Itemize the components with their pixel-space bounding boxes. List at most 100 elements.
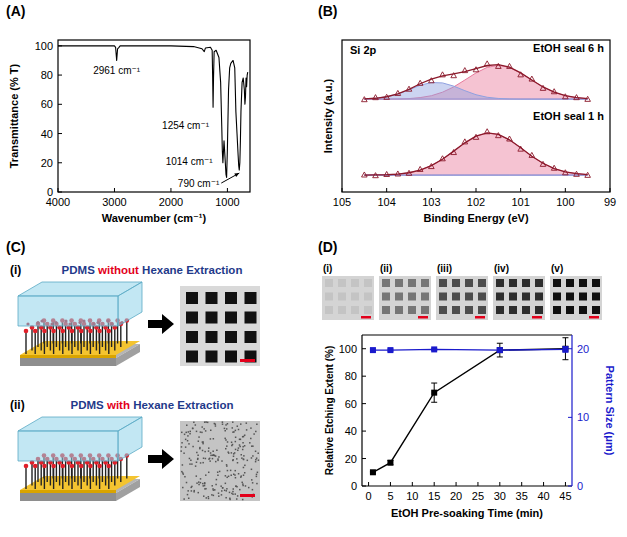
y2-tick bbox=[568, 486, 572, 487]
image-speckle bbox=[184, 476, 186, 478]
sam-chain bbox=[37, 460, 38, 482]
image-speckle bbox=[202, 441, 204, 443]
image-speckle bbox=[251, 479, 253, 481]
data-point bbox=[562, 346, 568, 352]
data-point bbox=[451, 150, 457, 155]
pattern-square bbox=[592, 293, 600, 301]
pattern-square bbox=[579, 279, 587, 287]
image-speckle bbox=[232, 460, 234, 462]
sam-chain bbox=[92, 325, 93, 347]
sam-chain bbox=[44, 332, 45, 354]
image-background bbox=[180, 421, 260, 501]
image-speckle bbox=[226, 488, 228, 490]
error-bar bbox=[562, 338, 568, 360]
data-point bbox=[473, 134, 479, 139]
pattern-square bbox=[509, 279, 517, 287]
image-speckle bbox=[189, 463, 191, 465]
image-speckle bbox=[243, 458, 245, 460]
x-tick-label: 25 bbox=[472, 490, 484, 502]
image-speckle bbox=[217, 475, 219, 477]
image-label: (ii) bbox=[380, 263, 392, 274]
data-point bbox=[496, 63, 502, 68]
y-tick-label: 0 bbox=[47, 186, 53, 198]
title-part: PDMS bbox=[71, 399, 107, 411]
y-axis-title: Intensity (a.u.) bbox=[322, 78, 334, 153]
sam-head bbox=[51, 329, 56, 334]
image-speckle bbox=[227, 423, 229, 425]
pattern-square bbox=[325, 306, 333, 314]
image-speckle bbox=[252, 455, 254, 457]
sam-head bbox=[33, 464, 38, 469]
sam-head bbox=[24, 464, 29, 469]
data-point bbox=[563, 170, 569, 175]
data-point bbox=[496, 133, 502, 138]
sam-chain bbox=[44, 467, 45, 489]
sam-head bbox=[70, 464, 75, 469]
y-tick bbox=[58, 75, 62, 76]
image-speckle bbox=[221, 460, 223, 462]
data-point bbox=[540, 85, 546, 90]
sam-chain bbox=[62, 332, 63, 354]
image-speckle bbox=[243, 474, 245, 476]
pattern-square bbox=[364, 279, 372, 287]
y-tick-label: 60 bbox=[41, 98, 53, 110]
title-part: with bbox=[106, 399, 130, 411]
process-arrow bbox=[148, 449, 174, 469]
image-speckle bbox=[215, 484, 217, 486]
image-label: (v) bbox=[551, 263, 563, 274]
image-speckle bbox=[206, 497, 208, 499]
pattern-square bbox=[439, 306, 447, 314]
image-speckle bbox=[240, 475, 242, 477]
image-speckle bbox=[212, 458, 214, 460]
pattern-square bbox=[439, 293, 447, 301]
y-tick bbox=[362, 431, 366, 432]
x-tick bbox=[390, 482, 391, 486]
image-speckle bbox=[235, 430, 237, 432]
sam-chain bbox=[102, 325, 103, 347]
x-tick bbox=[476, 188, 477, 192]
image-speckle bbox=[208, 450, 210, 452]
pattern-square bbox=[496, 293, 504, 301]
sam-chain bbox=[37, 325, 38, 347]
image-speckle bbox=[242, 485, 244, 487]
y-tick bbox=[362, 376, 366, 377]
image-speckle bbox=[198, 492, 200, 494]
image-speckle bbox=[198, 436, 200, 438]
y-axis-title: Transmittance (% T) bbox=[8, 63, 20, 168]
image-speckle bbox=[246, 429, 248, 431]
pattern-square bbox=[206, 331, 218, 343]
fit-envelope bbox=[364, 65, 587, 99]
sam-chain bbox=[77, 464, 78, 486]
x-tick-label: 104 bbox=[377, 196, 395, 208]
plot-frame bbox=[58, 40, 250, 192]
image-speckle bbox=[193, 422, 195, 424]
error-bar bbox=[497, 343, 503, 357]
error-bar bbox=[387, 461, 393, 465]
sam-head bbox=[97, 329, 102, 334]
image-speckle bbox=[205, 421, 207, 423]
y-tick bbox=[58, 192, 62, 193]
pattern-square bbox=[509, 306, 517, 314]
sam-chain bbox=[59, 464, 60, 486]
image-speckle bbox=[189, 433, 191, 435]
fit-component bbox=[364, 175, 587, 176]
pattern-square bbox=[351, 293, 359, 301]
image-speckle bbox=[235, 477, 237, 479]
y-tick-label: 40 bbox=[41, 128, 53, 140]
image-speckle bbox=[237, 495, 239, 497]
x-tick bbox=[412, 482, 413, 486]
image-speckle bbox=[215, 455, 217, 457]
data-point bbox=[585, 96, 591, 101]
sam-chain bbox=[47, 325, 48, 347]
image-speckle bbox=[213, 495, 215, 497]
pattern-image bbox=[180, 286, 260, 366]
image-speckle bbox=[252, 482, 254, 484]
image-speckle bbox=[187, 490, 189, 492]
sam-chain bbox=[108, 467, 109, 489]
image-speckle bbox=[243, 459, 245, 461]
image-speckle bbox=[258, 459, 260, 461]
sam-chain bbox=[35, 467, 36, 489]
data-point bbox=[451, 73, 457, 78]
image-speckle bbox=[246, 422, 248, 424]
annotation-arrow bbox=[221, 173, 239, 183]
